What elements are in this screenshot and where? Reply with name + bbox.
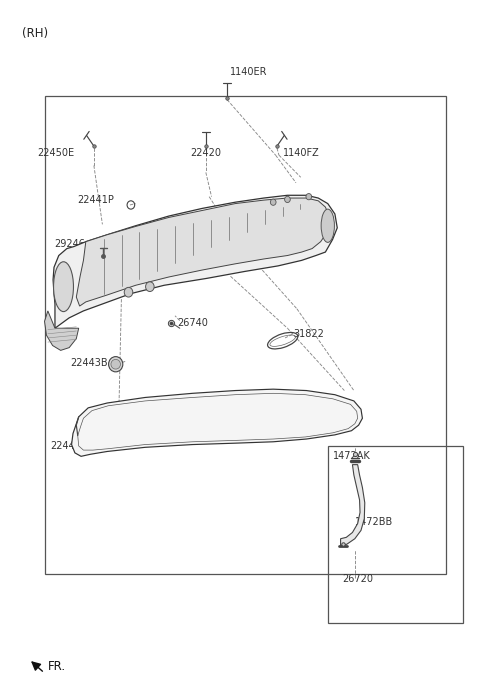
Text: 22441A: 22441A [50,441,88,451]
Text: 26720: 26720 [342,574,373,584]
Text: 29246: 29246 [54,239,85,248]
Ellipse shape [321,209,335,242]
Ellipse shape [285,196,290,202]
Text: 22443B: 22443B [70,358,108,368]
Text: FR.: FR. [48,660,66,673]
Ellipse shape [306,193,312,200]
Ellipse shape [111,359,120,369]
Polygon shape [76,198,329,306]
Polygon shape [53,195,337,328]
Bar [328,446,463,623]
Text: 31822: 31822 [293,329,324,339]
Ellipse shape [145,282,154,292]
Bar [46,96,446,574]
Polygon shape [72,389,362,456]
Text: (RH): (RH) [22,27,48,40]
Text: 22450E: 22450E [37,148,74,158]
Ellipse shape [108,357,123,372]
Text: 1140FZ: 1140FZ [283,148,320,158]
Polygon shape [341,465,365,546]
Text: 1472BB: 1472BB [355,517,393,527]
Ellipse shape [270,199,276,205]
Text: 22441P: 22441P [78,195,115,205]
Ellipse shape [54,262,73,311]
Text: 22420: 22420 [190,148,221,158]
Text: 1140ER: 1140ER [229,67,267,77]
Text: 1472AK: 1472AK [333,452,370,461]
Polygon shape [45,311,79,350]
Text: 26740: 26740 [178,318,208,327]
Ellipse shape [124,288,133,297]
